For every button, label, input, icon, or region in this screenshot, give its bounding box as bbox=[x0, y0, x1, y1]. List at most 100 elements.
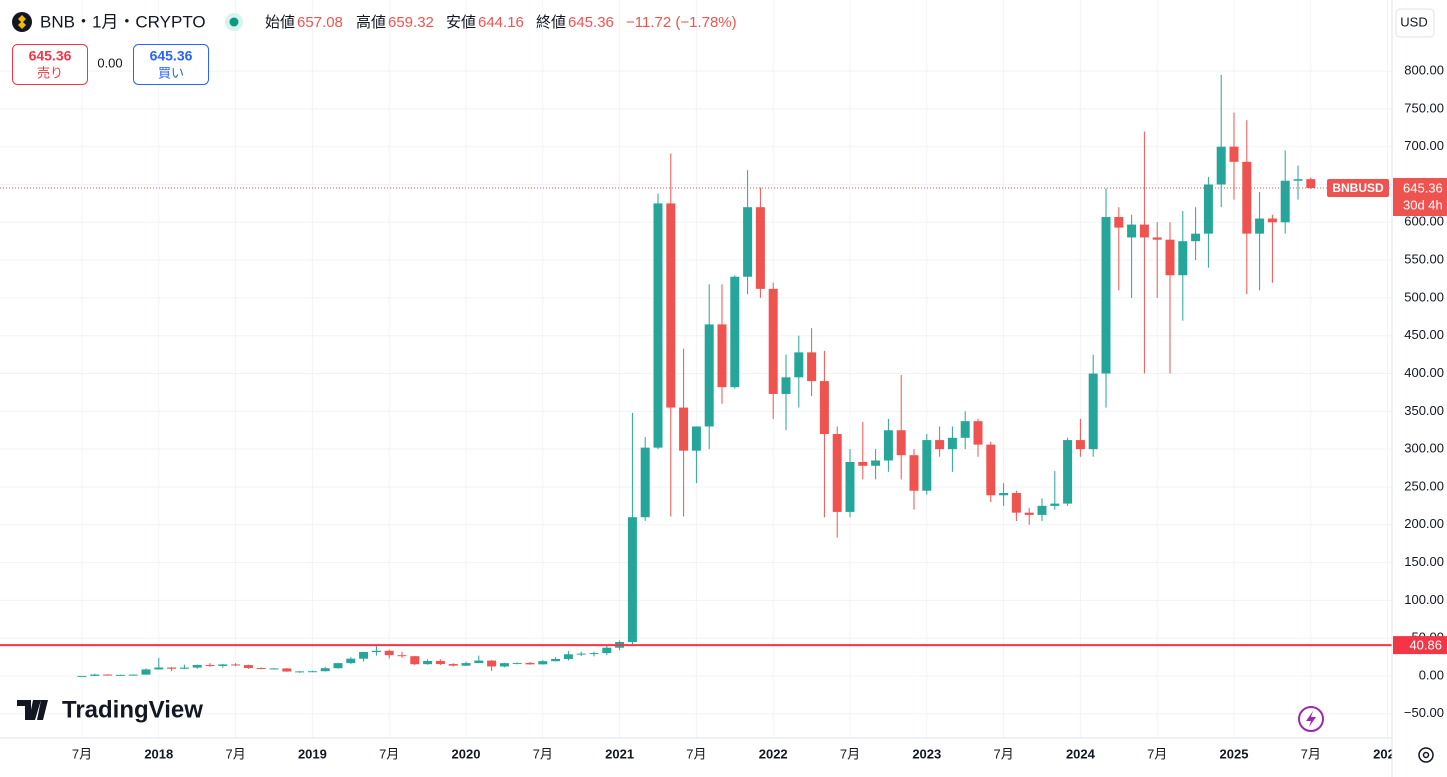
candle-body bbox=[307, 671, 317, 673]
candle-body bbox=[499, 663, 509, 667]
candle-body bbox=[1267, 218, 1277, 223]
brand: TradingView bbox=[62, 696, 203, 723]
x-tick-label: 7月 bbox=[1147, 746, 1167, 761]
candle-body bbox=[90, 674, 100, 676]
x-tick-label: 7月 bbox=[1301, 746, 1321, 761]
y-tick-label: −50.00 bbox=[1404, 705, 1444, 720]
candle-body bbox=[922, 440, 932, 491]
candle-body bbox=[1306, 179, 1316, 189]
candle-body bbox=[858, 462, 868, 466]
candle-body bbox=[589, 653, 599, 655]
open-value: 657.08 bbox=[297, 14, 343, 31]
candle-body bbox=[128, 674, 138, 676]
open-label: 始値 bbox=[265, 14, 295, 31]
candle-body bbox=[448, 664, 458, 666]
candle-body bbox=[487, 660, 497, 667]
candle-body bbox=[1255, 218, 1265, 234]
symbol-icon-glyph bbox=[18, 15, 26, 29]
x-tick-label: 2025 bbox=[1220, 746, 1249, 761]
candle-body bbox=[243, 665, 253, 668]
candle-body bbox=[205, 664, 215, 666]
high-value: 659.32 bbox=[388, 14, 434, 31]
lightning-icon bbox=[1306, 711, 1316, 727]
candle-body bbox=[1216, 146, 1226, 185]
candle-body bbox=[1088, 373, 1098, 450]
candle-body bbox=[384, 650, 394, 656]
y-tick-label: 400.00 bbox=[1404, 365, 1444, 380]
candle-body bbox=[538, 661, 548, 665]
candle-body bbox=[679, 407, 689, 451]
candle-body bbox=[563, 654, 573, 659]
x-tick-label: 7月 bbox=[72, 746, 92, 761]
close-label: 終値 bbox=[536, 14, 566, 31]
settings-button[interactable] bbox=[1418, 747, 1434, 763]
candle-body bbox=[141, 669, 151, 675]
buy-label[interactable]: 買い bbox=[158, 65, 184, 80]
candle-body bbox=[320, 668, 330, 672]
candle-body bbox=[973, 421, 983, 445]
candle-body bbox=[1242, 161, 1252, 234]
candle-body bbox=[77, 675, 87, 677]
candle-body bbox=[269, 668, 279, 670]
close-value: 645.36 bbox=[568, 14, 614, 31]
currency[interactable]: USD bbox=[1400, 14, 1427, 29]
candle-body bbox=[717, 324, 727, 388]
candle-body bbox=[691, 426, 701, 451]
candle-body bbox=[935, 440, 945, 450]
spread: 0.00 bbox=[97, 55, 122, 70]
candle-body bbox=[1293, 179, 1303, 181]
candle-body bbox=[1203, 184, 1213, 234]
y-tick-label: 800.00 bbox=[1404, 63, 1444, 78]
candle-body bbox=[397, 655, 407, 657]
x-tick-label: 7月 bbox=[379, 746, 399, 761]
candle-body bbox=[666, 203, 676, 408]
y-tick-label: 200.00 bbox=[1404, 516, 1444, 531]
sell-label[interactable]: 売り bbox=[37, 65, 63, 80]
candle-body bbox=[1011, 493, 1021, 513]
sell-button[interactable] bbox=[12, 44, 88, 85]
low-label: 安値 bbox=[446, 14, 476, 31]
candle-body bbox=[883, 430, 893, 461]
candle-body bbox=[1229, 146, 1239, 162]
candle-body bbox=[576, 653, 586, 655]
y-tick-label: 750.00 bbox=[1404, 100, 1444, 115]
candle-body bbox=[999, 493, 1009, 496]
candle-body bbox=[295, 671, 305, 673]
candle-body bbox=[627, 517, 637, 642]
candle-body bbox=[947, 437, 957, 450]
candle-body bbox=[1114, 217, 1124, 228]
candle-body bbox=[1024, 512, 1034, 515]
candle-body bbox=[704, 324, 714, 427]
x-tick-label: 2020 bbox=[452, 746, 481, 761]
x-tick-label: 2022 bbox=[759, 746, 788, 761]
candle-body bbox=[653, 203, 663, 448]
sell-price[interactable]: 645.36 bbox=[29, 48, 72, 64]
y-tick-label: 700.00 bbox=[1404, 138, 1444, 153]
buy-price[interactable]: 645.36 bbox=[150, 48, 193, 64]
currency-button[interactable] bbox=[1395, 8, 1435, 38]
candle-body bbox=[410, 656, 420, 665]
candle-body bbox=[1178, 241, 1188, 276]
buy-button[interactable] bbox=[133, 44, 209, 85]
x-tick-label: 7月 bbox=[225, 746, 245, 761]
candle-body bbox=[461, 663, 471, 666]
candle-body bbox=[218, 664, 228, 666]
candle-body bbox=[1037, 505, 1047, 515]
candle-body bbox=[1280, 180, 1290, 223]
candle-body bbox=[115, 674, 125, 676]
candle-body bbox=[960, 421, 970, 438]
candle-body bbox=[167, 667, 177, 669]
candle-body bbox=[154, 667, 164, 670]
low-value: 644.16 bbox=[478, 14, 524, 31]
candle-body bbox=[346, 658, 356, 664]
price-axis-panel bbox=[1392, 0, 1447, 777]
candle-body bbox=[781, 377, 791, 394]
candle-body bbox=[730, 276, 740, 388]
candle-body bbox=[435, 660, 445, 665]
symbol[interactable]: BNB・1月・CRYPTO bbox=[40, 12, 206, 31]
plot-area: 7月 2018 7月 2019 7月 2020 7月 2021 7月 2022 7月 2023 7月 20… bbox=[0, 0, 1402, 761]
y-tick-label: 150.00 bbox=[1404, 554, 1444, 569]
candle-body bbox=[896, 430, 906, 456]
candle-body bbox=[474, 660, 484, 664]
candle-body bbox=[1152, 237, 1162, 240]
